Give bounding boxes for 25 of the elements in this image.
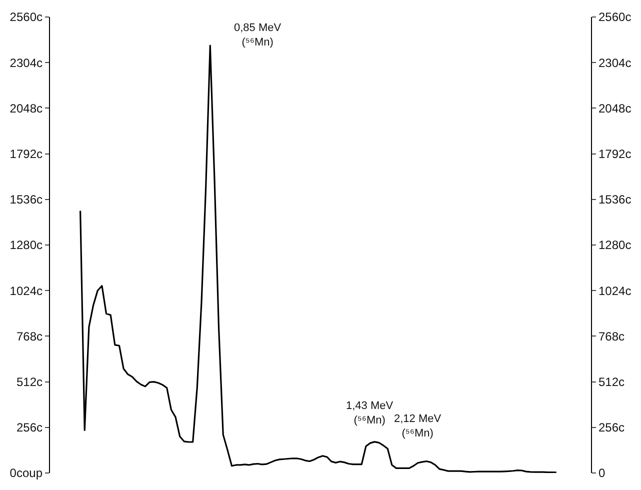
y-tick-label: 2560c — [10, 10, 42, 24]
y2-tick-label: 1536c — [598, 192, 632, 207]
y2-tick-label: 2560c — [598, 10, 632, 24]
y-tick-label: 1024c — [10, 284, 42, 298]
y-tick-label: 1792c — [10, 147, 42, 161]
y2-tick-label: 2048c — [598, 101, 632, 116]
y2-tick-label: 1024c — [598, 284, 632, 298]
y-tick-label: 2304c — [10, 56, 42, 70]
annotation: 1,43 MeV (⁵⁶Mn) — [346, 400, 394, 426]
y2-tick-label: 2304c — [598, 56, 632, 70]
y-tick-label: 1536c — [10, 192, 42, 207]
y2-tick-label: 256c — [598, 420, 625, 435]
annotation: 2,12 MeV (⁵⁶Mn) — [394, 413, 442, 440]
y2-tick-label: 1792c — [598, 147, 632, 161]
y-tick-label: 512c — [16, 375, 42, 389]
y-tick-label: 2048c — [10, 101, 42, 116]
y-tick-label: 256c — [16, 420, 42, 435]
y2-tick-label: 1280c — [598, 238, 632, 252]
y-tick-label: 0coup — [10, 466, 43, 480]
y2-tick-label: 0 — [598, 466, 606, 480]
y2-tick-label: 768c — [598, 329, 625, 344]
y-tick-label: 768c — [16, 329, 42, 344]
y-tick-label: 1280c — [10, 238, 42, 252]
annotation: 0,85 MeV (⁵⁶Mn) — [234, 22, 282, 48]
y2-tick-label: 512c — [598, 375, 625, 389]
